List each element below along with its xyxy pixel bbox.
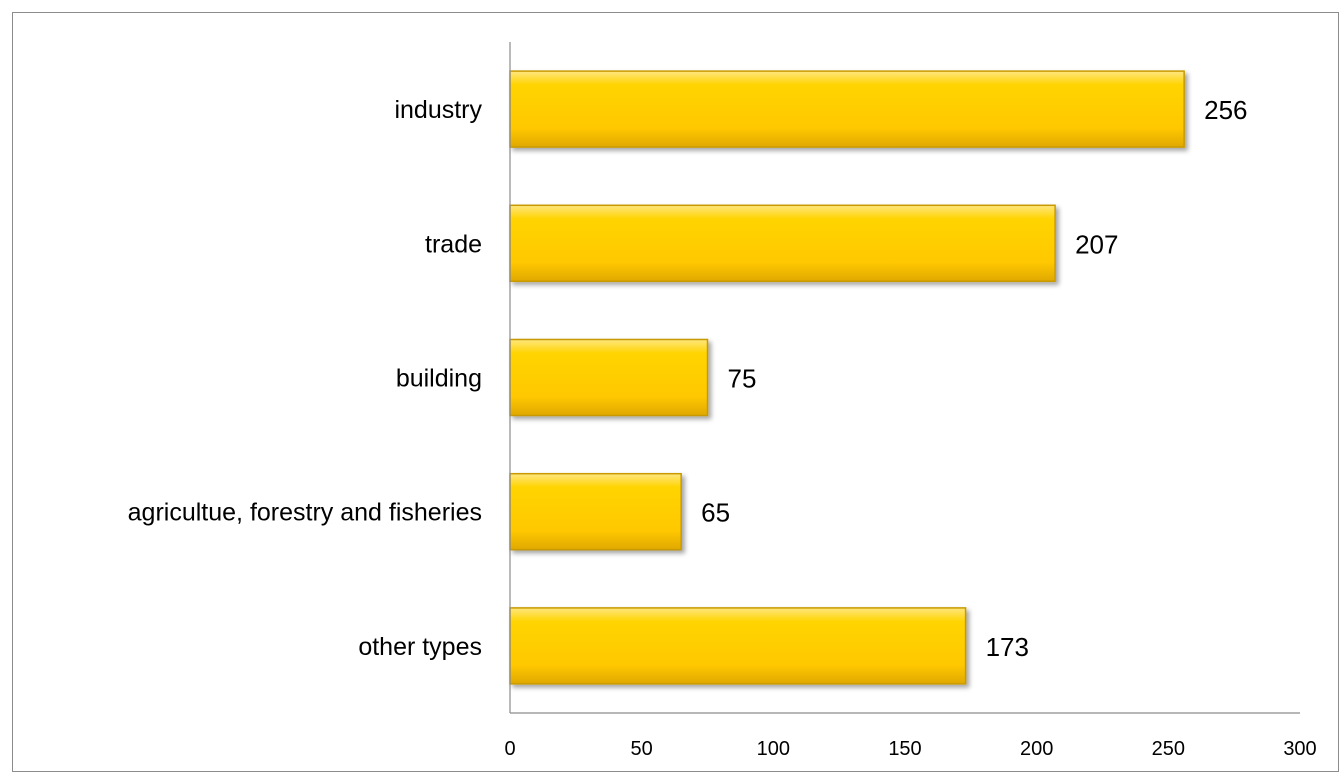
value-label-2: 75 <box>728 364 757 394</box>
value-label-3: 65 <box>701 498 730 528</box>
x-tick-label-4: 200 <box>1020 738 1053 760</box>
bar-2 <box>509 338 709 417</box>
x-tick-label-5: 250 <box>1152 738 1185 760</box>
category-label-3: agricultue, forestry and fisheries <box>128 499 482 527</box>
x-tick-label-0: 0 <box>504 738 515 760</box>
bar-1 <box>509 204 1056 283</box>
category-label-2: building <box>396 365 482 393</box>
x-tick-label-1: 50 <box>631 738 653 760</box>
bars-layer <box>509 70 1185 685</box>
bar-4 <box>509 607 967 685</box>
category-label-4: other types <box>358 633 482 661</box>
value-label-0: 256 <box>1204 95 1247 125</box>
labels-layer: industry 256 trade 207 building 75 agricultue,… <box>128 95 1317 760</box>
x-tick-label-2: 100 <box>757 738 790 760</box>
category-label-1: trade <box>425 230 482 258</box>
bar-0 <box>509 70 1185 148</box>
value-label-4: 173 <box>986 632 1029 662</box>
x-tick-label-6: 300 <box>1283 738 1316 760</box>
bar-3 <box>509 472 682 551</box>
category-label-0: industry <box>394 96 482 124</box>
axis-layer <box>509 42 1300 714</box>
x-tick-label-3: 150 <box>888 738 921 760</box>
value-label-1: 207 <box>1075 229 1118 259</box>
